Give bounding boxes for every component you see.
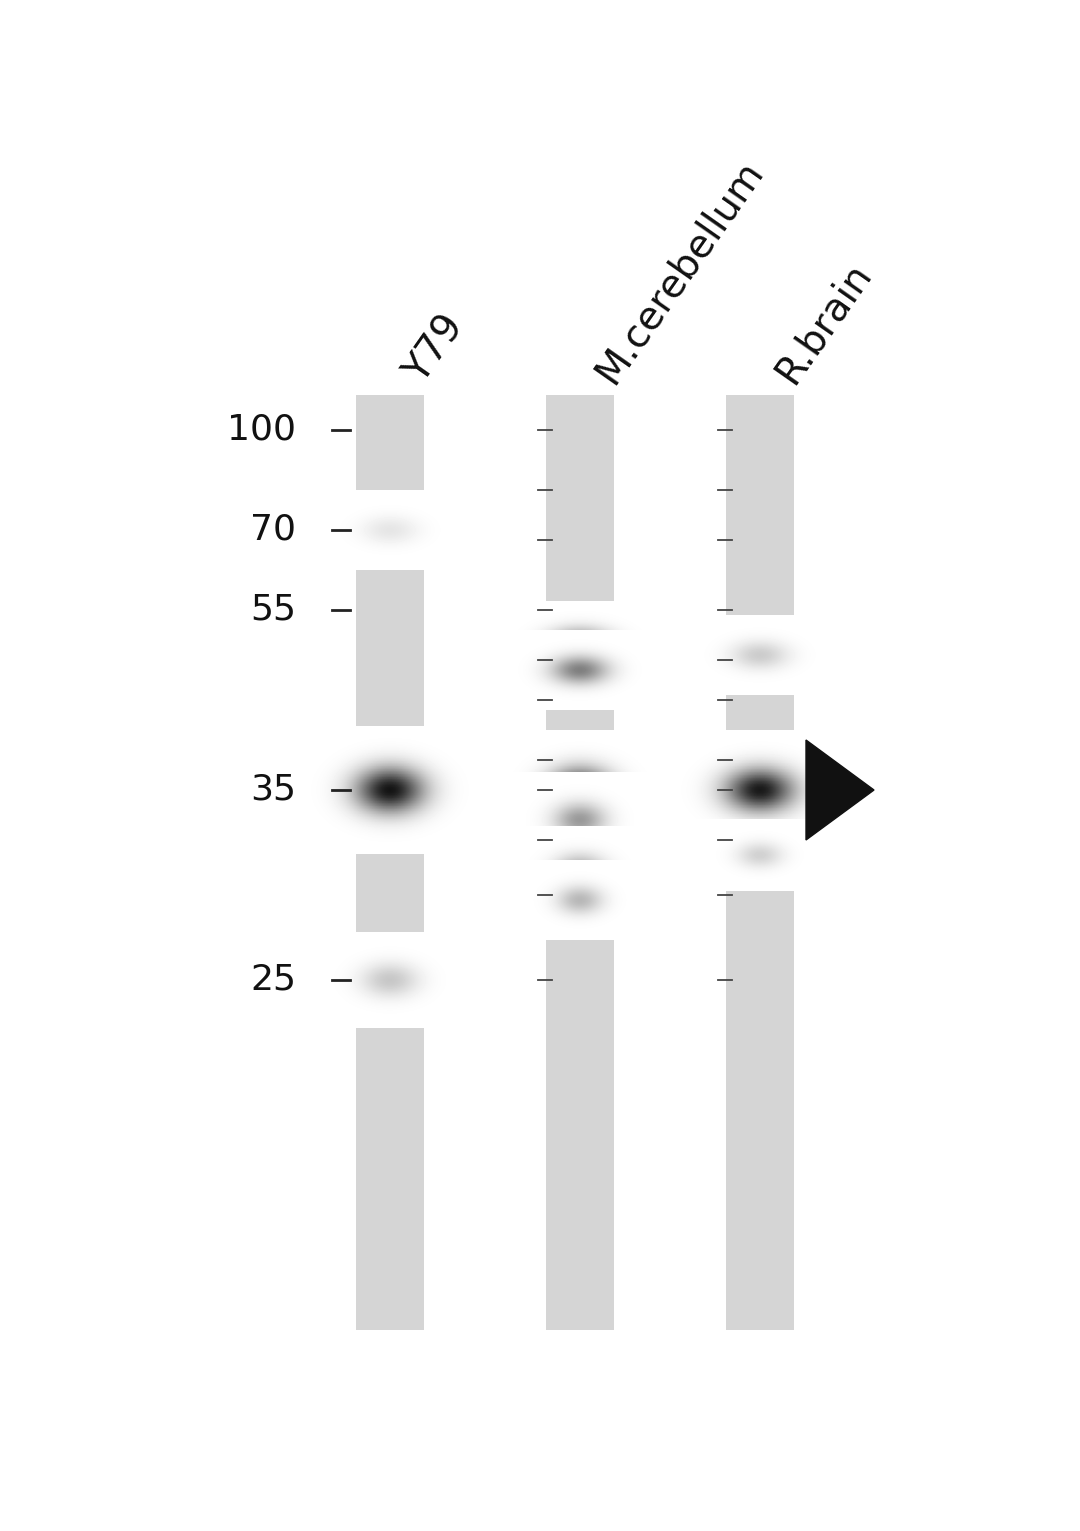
Text: M.cerebellum: M.cerebellum [588, 153, 770, 390]
Bar [726, 395, 794, 1330]
Text: 35: 35 [249, 773, 296, 807]
Bar [356, 395, 424, 1330]
Text: 25: 25 [249, 963, 296, 997]
Bar [546, 395, 615, 1330]
Text: 100: 100 [227, 413, 296, 447]
Text: 70: 70 [249, 513, 296, 547]
Text: 55: 55 [249, 592, 296, 628]
Polygon shape [806, 739, 874, 841]
Text: Y79: Y79 [399, 308, 471, 390]
Text: R.brain: R.brain [768, 256, 878, 390]
